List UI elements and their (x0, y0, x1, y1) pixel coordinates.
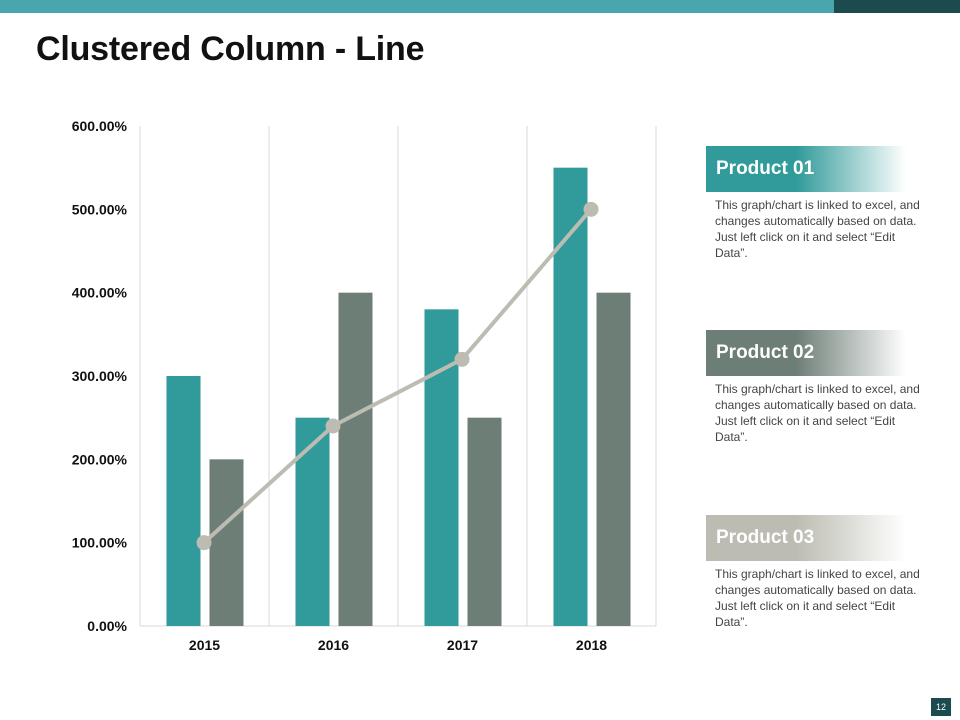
bar-product-01-2015 (166, 376, 201, 626)
slide-title: Clustered Column - Line (36, 30, 425, 68)
legend-description-product-01: This graph/chart is linked to excel, and… (715, 198, 920, 260)
y-tick-label: 500.00% (72, 201, 128, 217)
top-accent-bar (0, 0, 834, 13)
page-number: 12 (931, 698, 951, 716)
bar-product-01-2017 (424, 309, 459, 626)
legend-header-product-01: Product 01 (706, 146, 906, 192)
line-point-2018 (583, 201, 599, 217)
legend-header-product-02: Product 02 (706, 330, 906, 376)
x-tick-label: 2016 (318, 637, 349, 653)
y-tick-label: 0.00% (87, 618, 127, 634)
line-point-2017 (454, 351, 470, 367)
line-point-2016 (325, 418, 341, 434)
x-tick-label: 2015 (189, 637, 220, 653)
bar-product-02-2015 (209, 459, 244, 626)
bar-product-02-2016 (338, 292, 373, 626)
y-tick-label: 600.00% (72, 118, 128, 134)
top-accent-bar-dark (834, 0, 960, 13)
bar-product-02-2018 (596, 292, 631, 626)
legend-header-product-03: Product 03 (706, 515, 906, 561)
legend-description-product-02: This graph/chart is linked to excel, and… (715, 382, 920, 444)
y-tick-label: 300.00% (72, 368, 128, 384)
bar-product-02-2017 (467, 417, 502, 626)
y-tick-label: 200.00% (72, 451, 128, 467)
bar-product-01-2016 (295, 417, 330, 626)
bar-product-01-2018 (553, 167, 588, 626)
line-series-product-03 (202, 208, 593, 545)
y-tick-label: 100.00% (72, 535, 128, 551)
x-tick-label: 2017 (447, 637, 478, 653)
x-tick-label: 2018 (576, 637, 607, 653)
line-point-2015 (196, 535, 212, 551)
y-tick-label: 400.00% (72, 285, 128, 301)
legend-description-product-03: This graph/chart is linked to excel, and… (715, 567, 920, 629)
